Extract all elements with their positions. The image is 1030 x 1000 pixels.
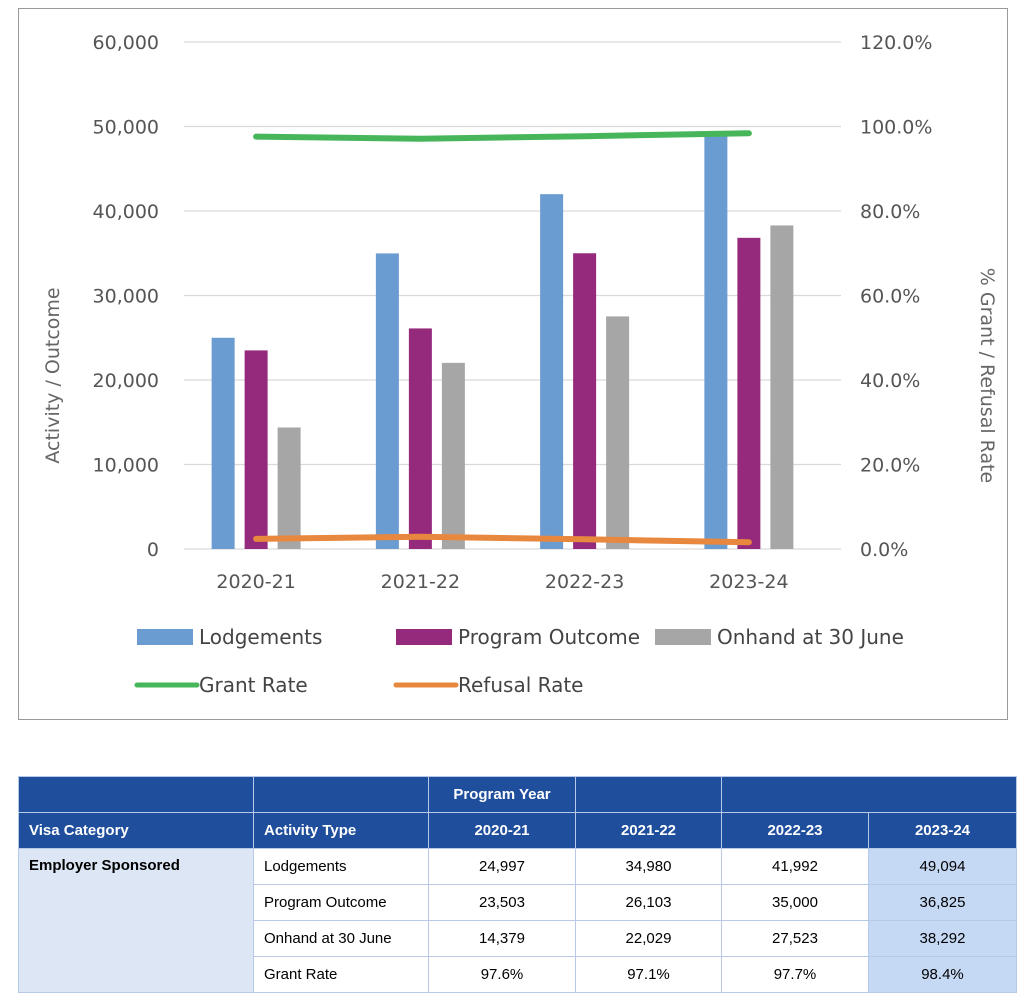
x-tick-label: 2023-24 [709,571,788,593]
col-header-activity-type: Activity Type [253,812,429,849]
x-tick-label: 2021-22 [381,571,460,593]
table-row: Employer Sponsored Lodgements 24,997 34,… [18,848,1017,993]
value-cell: 36,825 [868,884,1017,921]
bar-onhand-at-30-june [606,316,630,549]
bar-lodgements [704,134,728,549]
bar-lodgements [540,194,564,549]
legend-label-grant-rate: Grant Rate [199,673,308,697]
value-cell: 23,503 [428,884,576,921]
line-grant-rate [253,130,752,142]
value-cell: 97.7% [721,956,869,993]
y-left-tick-label: 40,000 [93,201,159,223]
value-cell: 26,103 [575,884,722,921]
bar-lodgements [375,253,399,549]
y-right-tick-label: 100.0% [860,117,932,139]
activity-cell: Lodgements [253,848,429,885]
value-cell: 14,379 [428,920,576,957]
chart-container: 0 0.0% 10,000 20.0% 20,000 40.0% 30,000 60.0% 40… [18,8,1008,720]
x-tick-label: 2022-23 [545,571,624,593]
bar-lodgements [211,337,235,549]
bar-program-outcome [573,253,597,549]
value-cell: 22,029 [575,920,722,957]
value-cell: 97.1% [575,956,722,993]
value-cell: 24,997 [428,848,576,885]
col-header-2021-22: 2021-22 [575,812,722,849]
y-left-tick-label: 10,000 [93,455,159,477]
table-row: Program Outcome 23,503 26,103 35,000 36,… [19,884,1017,921]
legend-label-lodgements: Lodgements [199,625,322,649]
chart-svg: 0 0.0% 10,000 20.0% 20,000 40.0% 30,000 60.0% 40… [42,32,998,697]
data-table: Program Year Visa Category Activity Type… [18,776,1017,993]
table-row: Onhand at 30 June 14,379 22,029 27,523 3… [19,920,1017,957]
top-header-blank-2 [253,776,429,813]
value-cell: 97.6% [428,956,576,993]
y-left-tick-label: 30,000 [93,286,159,308]
value-cell: 35,000 [721,884,869,921]
value-cell: 34,980 [575,848,722,885]
table-row: Grant Rate 97.6% 97.1% 97.7% 98.4% [19,956,1017,993]
value-cell: 49,094 [868,848,1017,885]
col-header-visa-category: Visa Category [18,812,254,849]
y-right-axis-title: % Grant / Refusal Rate [976,268,998,483]
program-year-header: Program Year [428,776,576,813]
legend-swatch-program-outcome [396,629,452,645]
value-cell: 27,523 [721,920,869,957]
table-column-header-row: Visa Category Activity Type 2020-21 2021… [18,812,1017,849]
visa-category-cell: Employer Sponsored [18,848,254,993]
activity-cell: Program Outcome [253,884,429,921]
col-header-2023-24: 2023-24 [868,812,1017,849]
legend-swatch-onhand-at-30-june [655,629,711,645]
value-cell: 41,992 [721,848,869,885]
value-cell: 38,292 [868,920,1017,957]
y-right-tick-label: 60.0% [860,286,920,308]
y-right-tick-label: 0.0% [860,539,908,561]
bar-program-outcome [737,237,761,550]
legend-label-refusal-rate: Refusal Rate [458,673,583,697]
y-right-tick-label: 20.0% [860,455,920,477]
y-left-tick-label: 20,000 [93,370,159,392]
bar-program-outcome [408,328,432,549]
bar-program-outcome [244,350,268,549]
top-header-blank-3 [575,776,722,813]
line-refusal-rate [253,533,752,546]
legend-label-program-outcome: Program Outcome [458,625,640,649]
y-right-tick-label: 40.0% [860,370,920,392]
y-right-tick-label: 80.0% [860,201,920,223]
y-left-tick-label: 0 [147,539,159,561]
value-cell: 98.4% [868,956,1017,993]
top-header-blank-1 [18,776,254,813]
top-header-blank-4 [721,776,1017,813]
col-header-2020-21: 2020-21 [428,812,576,849]
activity-cell: Grant Rate [253,956,429,993]
bar-onhand-at-30-june [770,225,794,549]
y-right-tick-label: 120.0% [860,32,932,54]
y-left-axis-title: Activity / Outcome [42,287,64,463]
y-left-tick-label: 60,000 [93,32,159,54]
bar-onhand-at-30-june [277,427,301,549]
bar-onhand-at-30-june [441,362,465,549]
col-header-2022-23: 2022-23 [721,812,869,849]
y-left-tick-label: 50,000 [93,117,159,139]
x-tick-label: 2020-21 [216,571,295,593]
legend-swatch-lodgements [137,629,193,645]
table-top-header-row: Program Year [18,776,1017,813]
activity-cell: Onhand at 30 June [253,920,429,957]
legend-label-onhand-at-30-june: Onhand at 30 June [717,625,904,649]
